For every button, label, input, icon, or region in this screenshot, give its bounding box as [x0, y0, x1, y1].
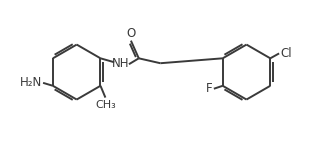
Text: F: F [206, 82, 213, 95]
Text: Cl: Cl [280, 47, 292, 60]
Text: O: O [126, 27, 136, 40]
Text: H₂N: H₂N [20, 76, 42, 89]
Text: CH₃: CH₃ [95, 100, 116, 110]
Text: NH: NH [112, 57, 130, 70]
